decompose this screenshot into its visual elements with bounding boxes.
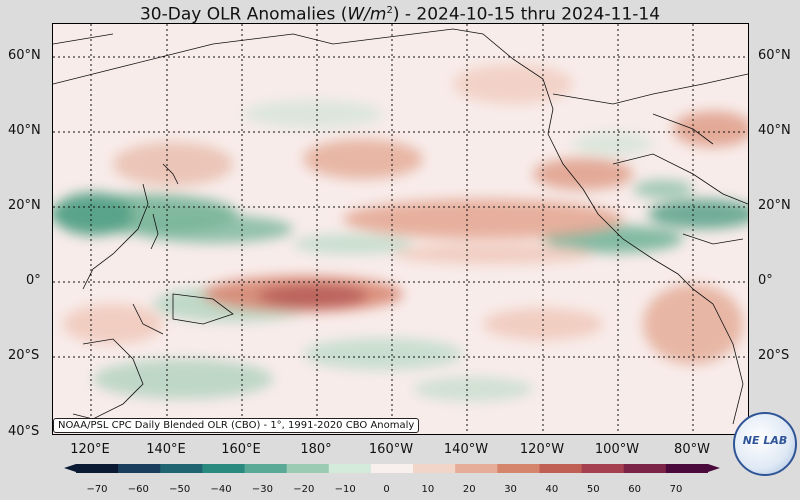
lon-label-120w: 120°W: [519, 442, 565, 457]
lon-label-80w: 80°W: [674, 442, 710, 457]
colorbar-tick-label: −50: [169, 484, 191, 495]
lon-label-140e: 140°E: [146, 442, 186, 457]
colorbar-tick-label: −20: [293, 484, 315, 495]
lon-label-160w: 160°W: [368, 442, 414, 457]
lon-label-140w: 140°W: [443, 442, 489, 457]
nelab-logo: NE LAB: [733, 412, 797, 476]
lat-label-right-equator: 0°: [758, 273, 773, 288]
graticule: [53, 24, 748, 434]
colorbar-segment: [370, 464, 414, 473]
colorbar-tick-label: 60: [628, 484, 641, 495]
colorbar-tick-label: −70: [86, 484, 108, 495]
lon-label-120e: 120°E: [70, 442, 110, 457]
colorbar-max-arrow: [708, 464, 720, 472]
lon-label-160e: 160°E: [221, 442, 261, 457]
colorbar-tick-label: 40: [545, 484, 559, 495]
colorbar-tick-label: −60: [127, 484, 149, 495]
colorbar-tick-label: 70: [669, 484, 683, 495]
map-title: 30-Day OLR Anomalies (W/m2) - 2024-10-15…: [139, 4, 661, 25]
colorbar-segment: [244, 464, 288, 473]
lat-label-left-20n: 20°N: [8, 198, 41, 213]
colorbar-segment: [623, 464, 667, 473]
lat-label-right-40n: 40°N: [758, 123, 791, 138]
data-source-credit: NOAA/PSL CPC Daily Blended OLR (CBO) - 1…: [53, 418, 420, 433]
colorbar-segment: [202, 464, 246, 473]
lon-label-180: 180°: [300, 442, 332, 457]
logo-text: NE LAB: [742, 434, 788, 447]
colorbar-tick-label: 20: [462, 484, 476, 495]
colorbar-tick-label: −40: [210, 484, 232, 495]
colorbar-tick-label: 0: [383, 484, 390, 495]
lat-label-left-40n: 40°N: [8, 123, 41, 138]
coastlines: [53, 28, 748, 425]
colorbar-segment: [160, 464, 203, 473]
lat-label-right-20s: 20°S: [758, 348, 790, 363]
lat-label-right-60n: 60°N: [758, 48, 791, 63]
colorbar-segment: [497, 464, 540, 473]
colorbar-segment: [413, 464, 456, 473]
colorbar-tick-label: −30: [251, 484, 273, 495]
lon-label-100w: 100°W: [594, 442, 640, 457]
colorbar-tick-label: 30: [504, 484, 517, 495]
colorbar-segment: [539, 464, 583, 473]
colorbar-segment: [455, 464, 498, 473]
colorbar: [76, 464, 708, 473]
colorbar-segment: [118, 464, 161, 473]
lat-label-left-equator: 0°: [26, 273, 41, 288]
lat-label-left-60n: 60°N: [8, 48, 41, 63]
olr-anomaly-map: [52, 23, 749, 435]
colorbar-tick-label: 10: [421, 484, 435, 495]
colorbar-min-arrow: [64, 464, 76, 472]
lat-label-left-20s: 20°S: [8, 348, 40, 363]
colorbar-tick-label: −10: [334, 484, 356, 495]
colorbar-tick-label: 50: [586, 484, 600, 495]
lat-label-right-20n: 20°N: [758, 198, 791, 213]
colorbar-segment: [665, 464, 708, 473]
colorbar-segment: [286, 464, 330, 473]
lat-label-left-40s: 40°S: [8, 424, 40, 439]
colorbar-segment: [76, 464, 119, 473]
colorbar-segment: [328, 464, 372, 473]
colorbar-segment: [581, 464, 625, 473]
map-canvas: [53, 24, 748, 434]
